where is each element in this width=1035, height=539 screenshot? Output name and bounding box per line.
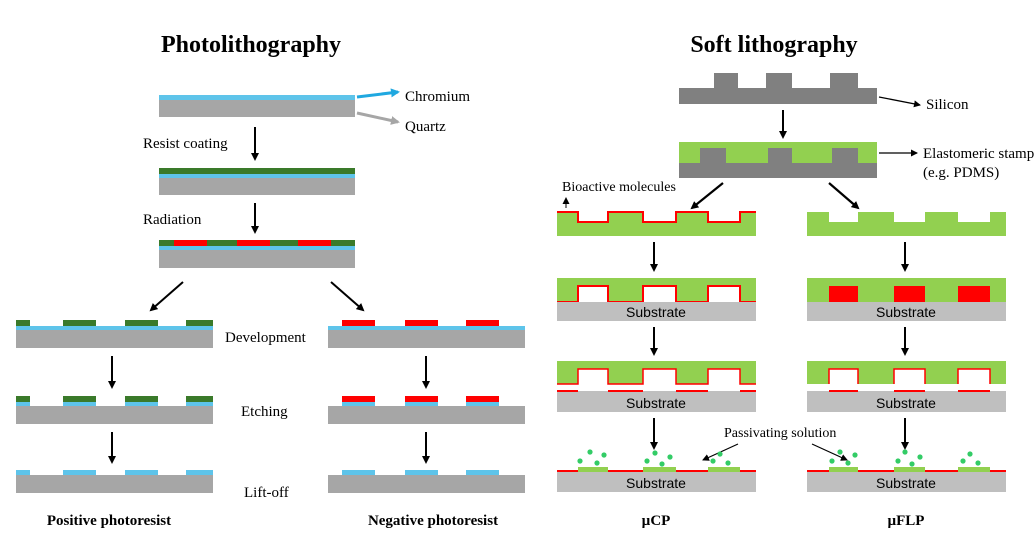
uflp-stamp-release: [807, 361, 1006, 412]
label-radiation: Radiation: [143, 212, 202, 228]
arrow-diagonal-icon: [149, 281, 184, 312]
label-substrate: Substrate: [876, 304, 936, 320]
quartz-pointer-icon: [356, 111, 400, 125]
label-chromium: Chromium: [405, 89, 470, 105]
ucp-stamp-contact: [557, 278, 756, 321]
passivating-dots: [829, 449, 981, 467]
ucp-final-pattern: [557, 449, 756, 492]
label-positive-photoresist: Positive photoresist: [47, 513, 171, 529]
development-positive: [16, 320, 213, 348]
passivating-dots: [577, 449, 731, 467]
development-negative: [328, 320, 525, 348]
inked-stamp: [557, 211, 756, 236]
label-lift-off: Lift-off: [244, 485, 289, 501]
chromium-pointer-icon: [356, 88, 400, 99]
liftoff-positive: [16, 470, 213, 493]
mask-blank: [159, 95, 355, 117]
label-substrate: Substrate: [876, 475, 936, 491]
title-soft-lithography: Soft lithography: [690, 32, 857, 58]
label-negative-photoresist: Negative photoresist: [368, 513, 498, 529]
label-silicon: Silicon: [926, 97, 969, 113]
label-quartz: Quartz: [405, 119, 446, 135]
label-passivating-solution: Passivating solution: [724, 426, 836, 441]
elastomeric-stamp-on-silicon: [679, 142, 877, 178]
label-development: Development: [225, 330, 307, 346]
ucp-stamp-release: [557, 361, 756, 412]
label-etching: Etching: [241, 404, 288, 420]
label-pdms: (e.g. PDMS): [923, 165, 999, 181]
label-elastomeric-stamp: Elastomeric stamp: [923, 146, 1034, 162]
arrow-diagonal-icon: [330, 281, 365, 312]
etching-negative: [328, 396, 525, 424]
label-uflp: µFLP: [888, 513, 925, 529]
title-photolithography: Photolithography: [161, 32, 341, 58]
liftoff-negative: [328, 470, 525, 493]
label-substrate: Substrate: [626, 395, 686, 411]
pdms-stamp: [807, 212, 1006, 236]
label-substrate: Substrate: [626, 304, 686, 320]
uflp-final-pattern: [807, 449, 1006, 492]
silicon-pointer-icon: [878, 96, 921, 108]
uflp-stamp-contact: [807, 278, 1006, 321]
arrow-diagonal-icon: [690, 182, 724, 210]
silicon-master: [679, 73, 877, 104]
passivating-pointer-icon: [811, 443, 848, 461]
label-ucp: µCP: [642, 513, 671, 529]
label-bioactive-molecules: Bioactive molecules: [562, 180, 676, 195]
exposed-resist: [159, 240, 355, 268]
etching-positive: [16, 396, 213, 424]
label-substrate: Substrate: [626, 475, 686, 491]
arrow-diagonal-icon: [828, 182, 860, 210]
label-resist-coating: Resist coating: [143, 136, 228, 152]
resist-coated-blank: [159, 168, 355, 195]
label-substrate: Substrate: [876, 395, 936, 411]
